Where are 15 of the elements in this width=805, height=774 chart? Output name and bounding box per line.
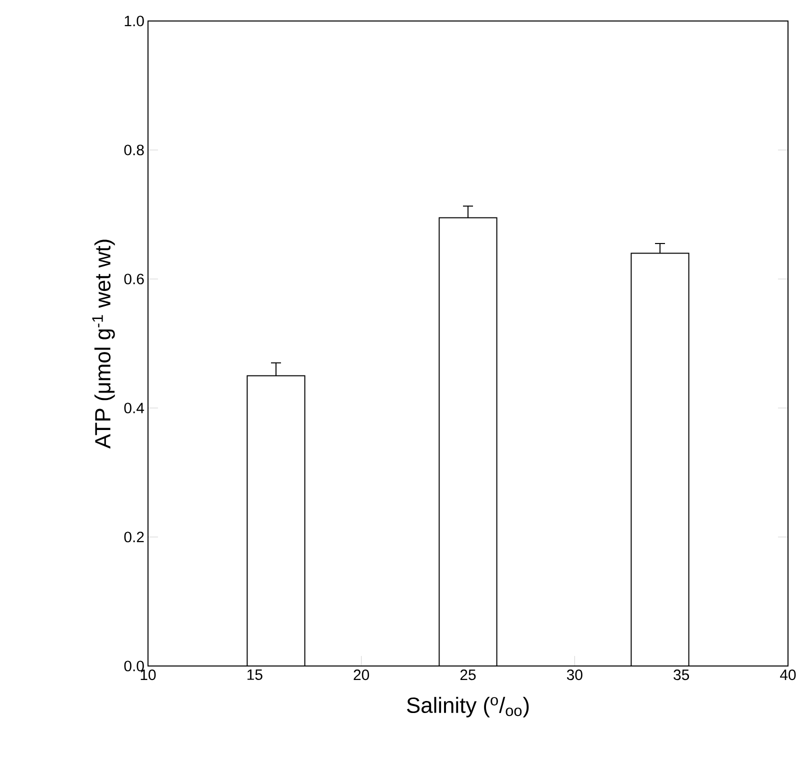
- x-axis-title: Salinity ($^{o}$/$_{oo}$): [406, 696, 529, 718]
- y-tick-label: 0.8: [124, 144, 144, 156]
- y-tick-label: 0.2: [124, 532, 144, 542]
- y-tick-label: 0.4: [124, 402, 144, 414]
- x-tick-label: 25: [460, 670, 476, 680]
- x-tick-label: 40: [780, 670, 796, 680]
- x-tick-label: 30: [566, 670, 582, 680]
- x-tick-label: 20: [354, 670, 370, 680]
- x-tick-label: 35: [674, 670, 690, 680]
- y-tick-label: 0.0: [124, 660, 144, 672]
- y-tick-label: 1.0: [124, 16, 144, 26]
- y-tick-label: 0.6: [124, 274, 144, 284]
- y-axis-title: ATP (μmol g$^{-1}$ wet wt): [92, 240, 115, 449]
- x-tick-label: 15: [247, 670, 262, 680]
- x-tick-label: 10: [140, 670, 156, 680]
